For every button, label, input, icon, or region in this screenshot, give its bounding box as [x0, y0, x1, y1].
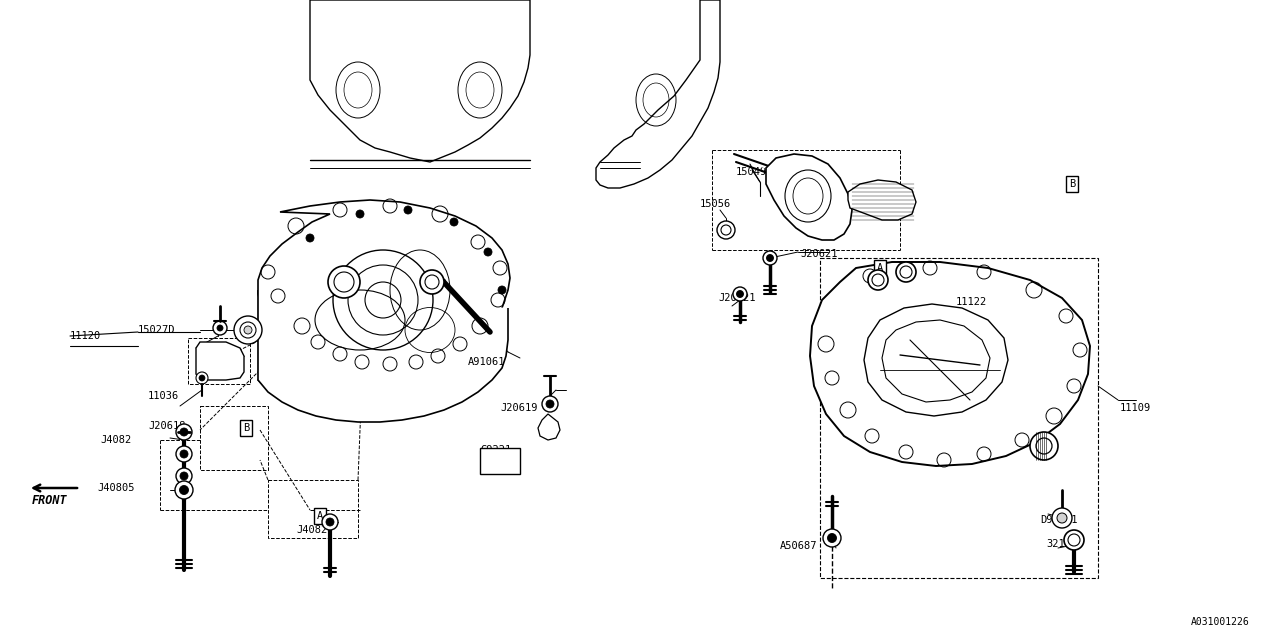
Text: 11036: 11036	[148, 391, 179, 401]
Text: J20619: J20619	[500, 403, 538, 413]
Circle shape	[484, 248, 492, 256]
Text: J4082: J4082	[296, 525, 328, 535]
Text: B: B	[1069, 179, 1075, 189]
Circle shape	[196, 372, 209, 384]
Circle shape	[365, 282, 401, 318]
Text: 11120: 11120	[70, 331, 101, 341]
Text: 11109: 11109	[1120, 403, 1151, 413]
Circle shape	[333, 250, 433, 350]
Polygon shape	[480, 448, 520, 474]
Circle shape	[179, 486, 188, 495]
Polygon shape	[538, 414, 561, 440]
Text: A031001226: A031001226	[1192, 617, 1251, 627]
Text: FRONT: FRONT	[32, 493, 68, 506]
Circle shape	[1064, 530, 1084, 550]
Circle shape	[306, 234, 314, 242]
Text: J20621: J20621	[800, 249, 837, 259]
Circle shape	[244, 326, 252, 334]
Text: B: B	[243, 423, 250, 433]
Circle shape	[1030, 432, 1059, 460]
Circle shape	[717, 221, 735, 239]
Text: 15027D: 15027D	[138, 325, 175, 335]
Text: A: A	[877, 263, 883, 273]
Polygon shape	[849, 180, 916, 220]
Circle shape	[763, 251, 777, 265]
Text: 15049: 15049	[736, 167, 767, 177]
Text: J20618: J20618	[148, 421, 186, 431]
Circle shape	[177, 424, 192, 440]
Circle shape	[420, 270, 444, 294]
Circle shape	[541, 396, 558, 412]
Polygon shape	[596, 0, 721, 188]
Circle shape	[212, 321, 227, 335]
Text: 11122: 11122	[956, 297, 987, 307]
Circle shape	[328, 266, 360, 298]
Polygon shape	[196, 342, 244, 380]
Polygon shape	[810, 262, 1091, 466]
Circle shape	[198, 375, 205, 381]
Circle shape	[404, 206, 412, 214]
Circle shape	[177, 446, 192, 462]
Circle shape	[1057, 513, 1068, 523]
Circle shape	[896, 262, 916, 282]
Circle shape	[451, 218, 458, 226]
Circle shape	[356, 210, 364, 218]
Text: A50687: A50687	[780, 541, 818, 551]
Text: G9221: G9221	[480, 445, 511, 455]
Polygon shape	[864, 304, 1009, 416]
Polygon shape	[259, 200, 509, 364]
Text: J20621: J20621	[718, 293, 755, 303]
Circle shape	[218, 325, 223, 331]
Polygon shape	[259, 290, 508, 422]
Circle shape	[180, 472, 188, 480]
Circle shape	[1052, 508, 1073, 528]
Text: 32195: 32195	[1046, 539, 1078, 549]
Circle shape	[868, 270, 888, 290]
Circle shape	[733, 287, 748, 301]
Circle shape	[323, 514, 338, 530]
Circle shape	[736, 291, 744, 298]
Circle shape	[823, 529, 841, 547]
Circle shape	[177, 468, 192, 484]
Text: 11136: 11136	[484, 467, 516, 477]
Text: 15056: 15056	[700, 199, 731, 209]
Circle shape	[827, 534, 837, 543]
Polygon shape	[765, 154, 852, 240]
Circle shape	[180, 428, 188, 436]
Circle shape	[234, 316, 262, 344]
Text: J4082: J4082	[100, 435, 132, 445]
Polygon shape	[882, 320, 989, 402]
Text: G93203: G93203	[355, 305, 392, 315]
Circle shape	[326, 518, 334, 526]
Text: D91601: D91601	[1039, 515, 1078, 525]
Circle shape	[175, 481, 193, 499]
Text: A: A	[317, 511, 323, 521]
Text: J40805: J40805	[97, 483, 134, 493]
Circle shape	[180, 450, 188, 458]
Circle shape	[498, 286, 506, 294]
Circle shape	[348, 265, 419, 335]
Text: 11122: 11122	[956, 329, 987, 339]
Text: A91061: A91061	[468, 357, 506, 367]
Circle shape	[547, 400, 554, 408]
Circle shape	[767, 255, 773, 262]
Polygon shape	[310, 0, 530, 162]
